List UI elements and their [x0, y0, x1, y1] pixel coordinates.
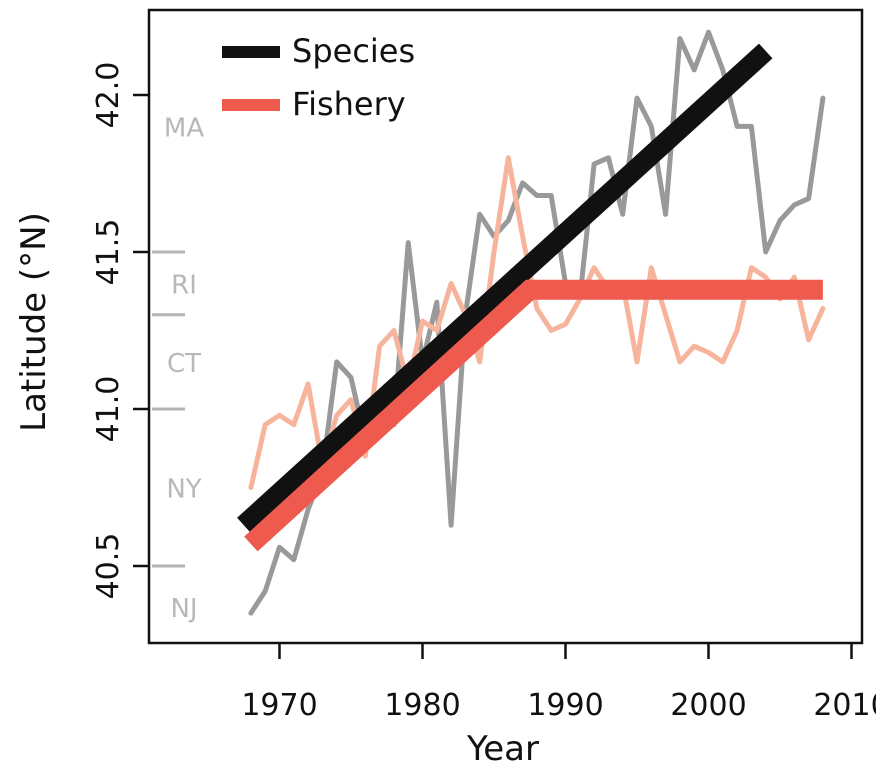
y-axis-label: Latitude (°N) — [14, 212, 54, 432]
x-tick-label: 2000 — [670, 688, 746, 723]
data-series — [237, 29, 826, 616]
y-tick-label: 42.0 — [91, 62, 126, 129]
legend: Species Fishery — [222, 32, 415, 123]
legend-label-fishery: Fishery — [292, 85, 406, 123]
x-tick-label: 2010 — [813, 688, 876, 723]
plot-box — [147, 8, 864, 645]
x-tick-label: 1970 — [241, 688, 317, 723]
y-tick-label: 41.5 — [91, 219, 126, 286]
x-tick-label: 1980 — [384, 688, 460, 723]
x-axis-label: Year — [466, 729, 539, 768]
axes: 1970 1980 1990 2000 2010 40.5 41.0 41.5 42.0 — [91, 62, 876, 723]
trend-line-species — [237, 43, 773, 533]
state-label: CT — [167, 349, 201, 379]
state-label: NY — [166, 475, 201, 505]
observed-line-fishery — [248, 155, 826, 490]
state-label: NJ — [170, 594, 197, 624]
y-tick-label: 40.5 — [91, 533, 126, 600]
y-tick-label: 41.0 — [91, 376, 126, 443]
state-label: RI — [171, 270, 197, 300]
plot-frame — [147, 8, 864, 645]
state-label: MA — [164, 113, 204, 143]
state-boundaries: NJ NY CT RI MA — [152, 113, 204, 624]
legend-label-species: Species — [292, 32, 415, 70]
x-tick-label: 1990 — [527, 688, 603, 723]
trend-line-fishery — [244, 279, 823, 552]
